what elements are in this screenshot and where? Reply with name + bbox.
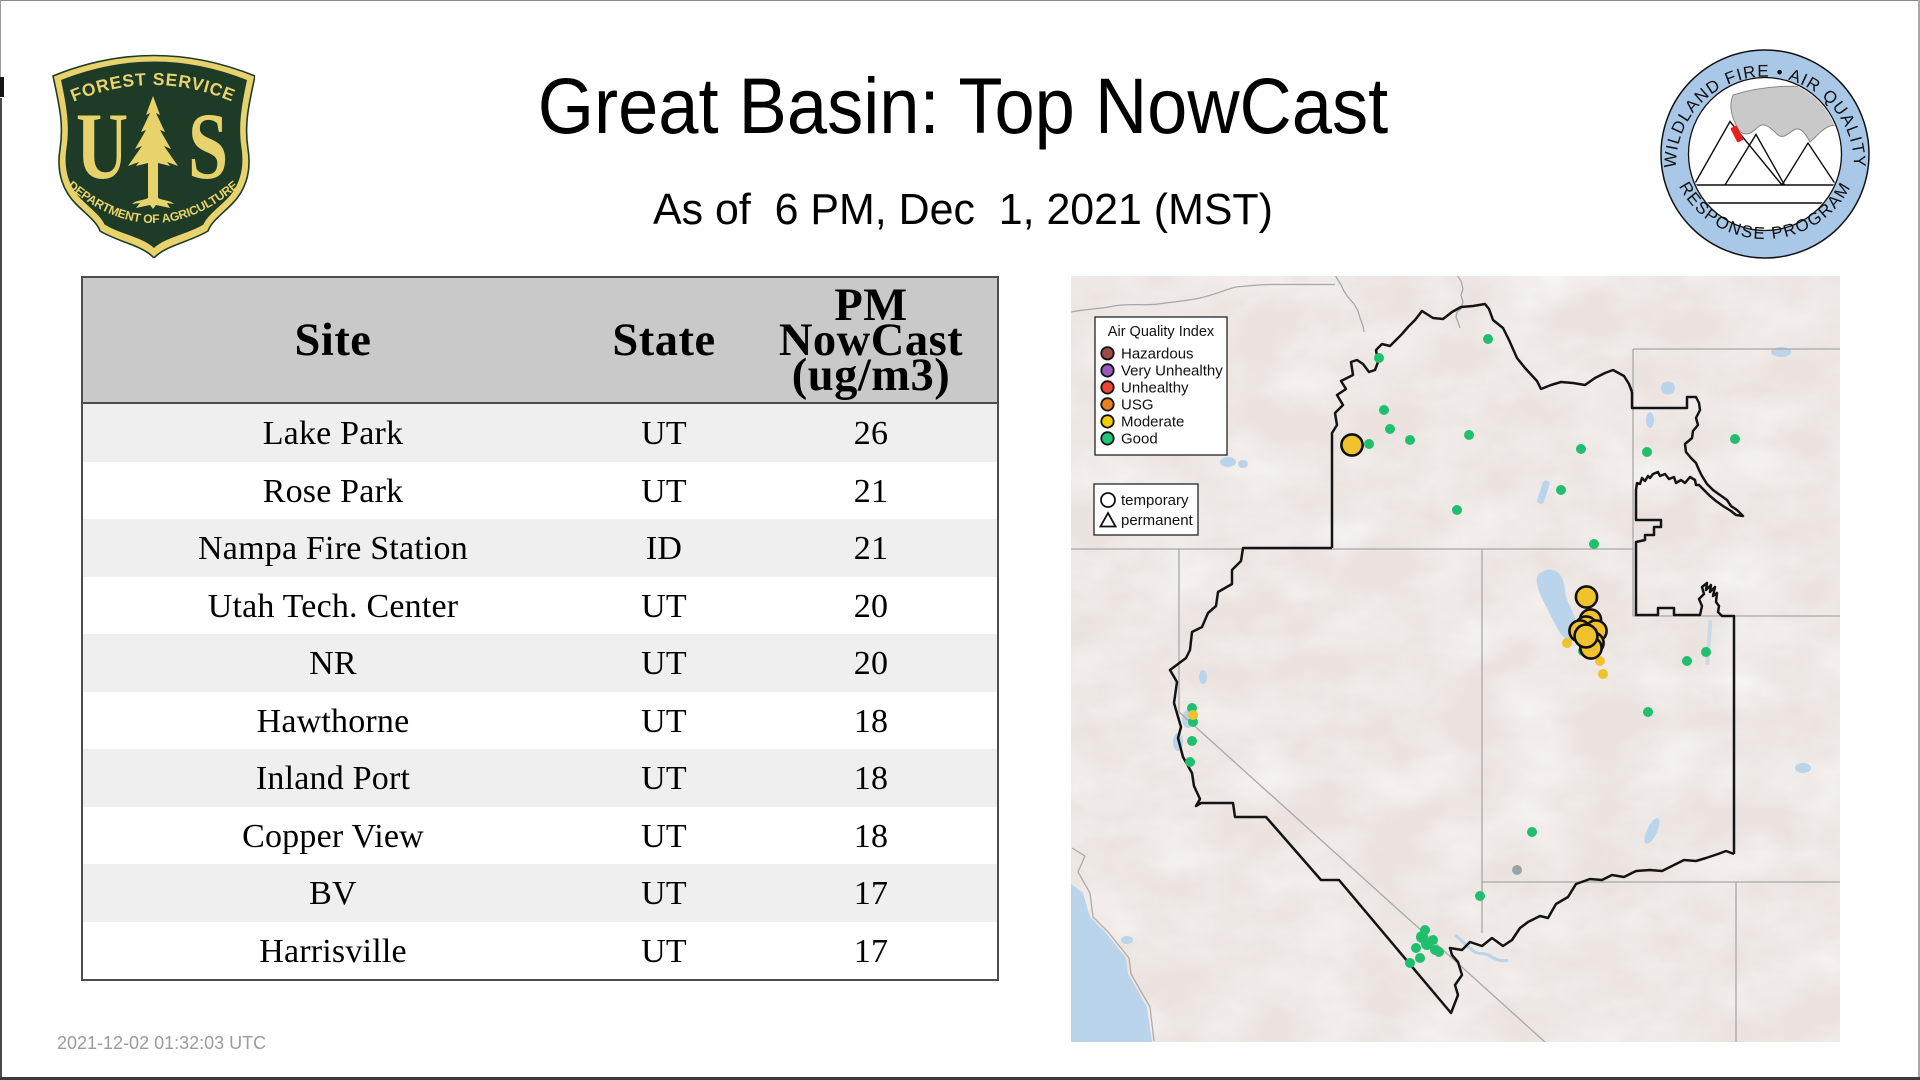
svg-text:S: S	[188, 95, 228, 200]
svg-text:USG: USG	[1121, 397, 1154, 414]
svg-text:permanent: permanent	[1121, 512, 1194, 529]
svg-text:Moderate: Moderate	[1121, 414, 1184, 431]
svg-text:Hazardous: Hazardous	[1121, 346, 1194, 363]
svg-text:Air Quality Index: Air Quality Index	[1108, 324, 1215, 340]
svg-text:Unhealthy: Unhealthy	[1121, 380, 1189, 397]
svg-text:temporary: temporary	[1121, 492, 1189, 509]
svg-text:Good: Good	[1121, 431, 1158, 448]
svg-text:U: U	[76, 95, 128, 200]
svg-text:Very Unhealthy: Very Unhealthy	[1121, 363, 1223, 380]
